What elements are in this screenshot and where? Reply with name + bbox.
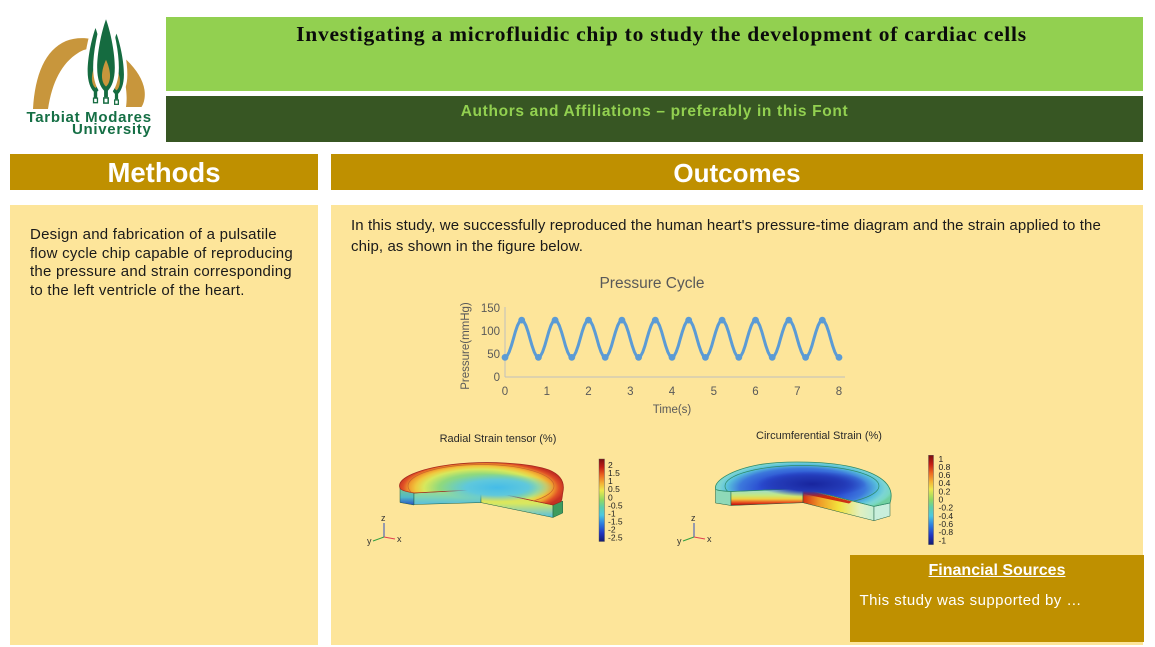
svg-text:-0.6: -0.6 [939,519,954,529]
svg-text:100: 100 [481,326,500,338]
svg-text:1.5: 1.5 [608,468,620,478]
svg-text:0: 0 [939,495,944,505]
svg-text:2: 2 [585,386,591,398]
svg-text:-2: -2 [608,525,616,535]
svg-text:z: z [691,513,696,523]
svg-text:y: y [367,536,372,546]
svg-text:150: 150 [481,303,500,315]
svg-text:University: University [72,121,152,138]
svg-text:0: 0 [494,372,500,384]
svg-text:8: 8 [836,386,842,398]
svg-text:-0.8: -0.8 [939,527,954,537]
svg-text:-2.5: -2.5 [608,533,623,543]
svg-text:-1.5: -1.5 [608,517,623,527]
svg-text:0.6: 0.6 [939,470,951,480]
svg-text:-1: -1 [608,508,616,518]
svg-text:7: 7 [794,386,800,398]
svg-text:-0.2: -0.2 [939,503,954,513]
svg-text:z: z [381,513,386,523]
svg-text:5: 5 [711,386,717,398]
svg-text:0: 0 [502,386,508,398]
svg-text:Tarbiat Modares: Tarbiat Modares [27,109,152,126]
svg-text:1: 1 [544,386,550,398]
svg-text:-0.4: -0.4 [939,511,954,521]
svg-text:Pressure Cycle: Pressure Cycle [599,275,704,292]
svg-text:Circumferential Strain (%): Circumferential Strain (%) [756,430,882,442]
svg-text:Radial Strain tensor (%): Radial Strain tensor (%) [440,433,557,445]
svg-text:y: y [677,536,682,546]
svg-text:1: 1 [939,454,944,464]
svg-text:4: 4 [669,386,676,398]
svg-text:50: 50 [487,349,500,361]
svg-text:Time(s): Time(s) [653,404,692,416]
svg-text:6: 6 [752,386,758,398]
svg-text:0.5: 0.5 [608,484,620,494]
svg-text:Pressure(mmHg): Pressure(mmHg) [460,302,472,390]
svg-text:-0.5: -0.5 [608,500,623,510]
svg-text:0.2: 0.2 [939,486,951,496]
svg-text:0.8: 0.8 [939,462,951,472]
svg-text:3: 3 [627,386,633,398]
svg-text:1: 1 [608,476,613,486]
svg-text:0: 0 [608,492,613,502]
svg-text:x: x [397,534,402,544]
svg-text:0.4: 0.4 [939,478,951,488]
svg-text:2: 2 [608,460,613,470]
svg-text:-1: -1 [939,535,947,545]
svg-text:x: x [707,534,712,544]
